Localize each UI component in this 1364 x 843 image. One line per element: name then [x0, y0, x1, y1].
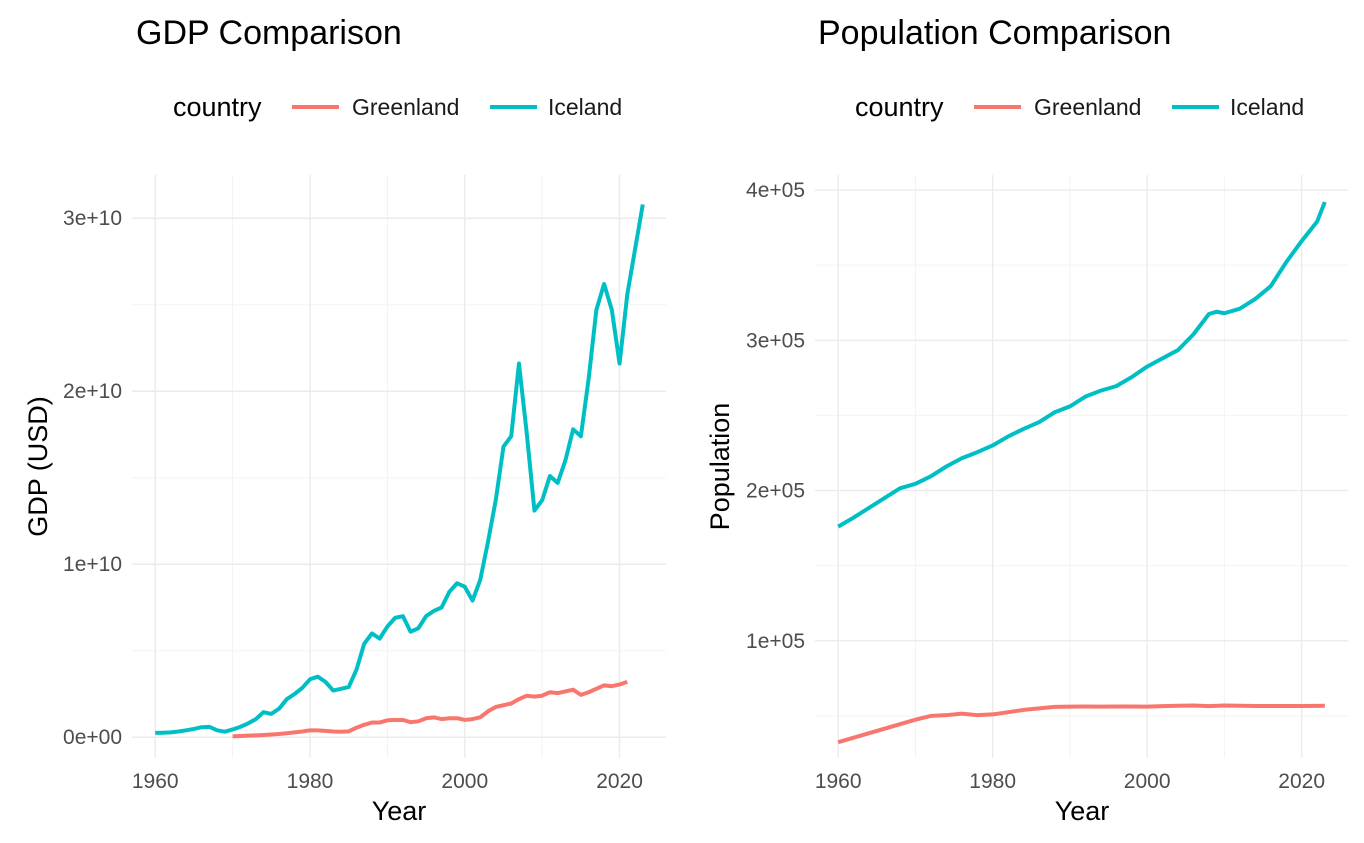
y-tick-label: 2e+05 — [746, 480, 805, 503]
y-tick-label: 1e+10 — [63, 553, 122, 576]
x-axis-title: Year — [1055, 796, 1110, 826]
y-axis-title: GDP (USD) — [23, 396, 53, 537]
series-line-greenland — [232, 679, 628, 739]
chart-panel-gdp: 1960 1980 2000 2020 0e+00 1e+10 2e+10 3e+10 GDP … — [23, 14, 666, 826]
chart-panel-population: 1960 1980 2000 2020 1e+05 2e+05 3e+05 4e+05 Popu… — [705, 14, 1348, 826]
x-tick-label: 2020 — [596, 770, 643, 793]
y-tick-label: 0e+00 — [63, 726, 122, 749]
x-tick-label: 1960 — [132, 770, 179, 793]
legend-label-greenland: Greenland — [352, 94, 459, 120]
legend-label-iceland: Iceland — [548, 94, 622, 120]
x-axis-title: Year — [372, 796, 427, 826]
legend: country Greenland Iceland — [855, 92, 1304, 122]
series-line-iceland — [155, 204, 645, 735]
legend-label-greenland: Greenland — [1034, 94, 1141, 120]
y-axis-title: Population — [705, 403, 735, 531]
y-tick-label: 3e+05 — [746, 329, 805, 352]
y-tick-label: 2e+10 — [63, 380, 122, 403]
legend: country Greenland Iceland — [173, 92, 622, 122]
series-line-greenland — [837, 703, 1325, 745]
y-tick-label: 4e+05 — [746, 179, 805, 202]
legend-title: country — [173, 92, 262, 122]
y-tick-label: 1e+05 — [746, 630, 805, 653]
legend-label-iceland: Iceland — [1230, 94, 1304, 120]
x-tick-label: 2000 — [441, 770, 488, 793]
y-tick-label: 3e+10 — [63, 207, 122, 230]
chart-title: GDP Comparison — [136, 14, 402, 52]
x-tick-label: 2000 — [1124, 770, 1171, 793]
series-line-iceland — [837, 201, 1327, 529]
x-tick-label: 1980 — [287, 770, 334, 793]
x-tick-label: 1960 — [815, 770, 862, 793]
x-tick-label: 2020 — [1278, 770, 1325, 793]
chart-title: Population Comparison — [818, 14, 1171, 52]
x-tick-label: 1980 — [969, 770, 1016, 793]
legend-title: country — [855, 92, 944, 122]
